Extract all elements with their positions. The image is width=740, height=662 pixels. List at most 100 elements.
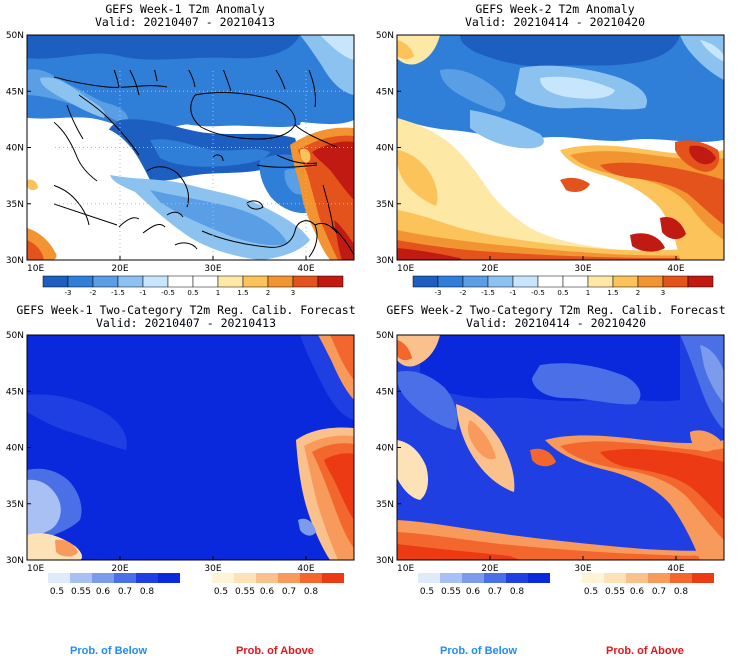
anomaly-colorbar-2-swatch [412,275,439,288]
map-4-title: GEFS Week-2 Two-Category T2m Reg. Calib.… [378,304,734,330]
anomaly-colorbar-1-swatch [267,275,294,288]
anomaly-colorbar-1-label: -2 [90,289,97,297]
coastline [54,203,118,226]
above-colorbar-map4-label: 0.5 [584,587,598,597]
anomaly-colorbar-2-label: 3 [661,289,665,297]
map-3-title-text: GEFS Week-1 Two-Category T2m Reg. Calib.… [16,303,356,317]
lat-tick-label: 30N [376,556,394,566]
map-2-title-text: GEFS Week-2 T2m Anomaly [475,2,635,16]
above-colorbar-map3-swatch [278,573,300,583]
lat-tick-label: 30N [6,256,24,266]
anomaly-colorbar-1-swatch [192,275,219,288]
anomaly-colorbar-1-label: 3 [291,289,295,297]
lon-tick-label: 40E [667,564,684,574]
coastline [154,70,158,82]
anomaly-colorbar-1-label: -1.5 [111,289,125,297]
anomaly-colorbar-2-label: -1 [510,289,517,297]
coastline [54,76,168,88]
coastline [314,222,338,234]
below-colorbar-map4-swatch [528,573,550,583]
coastline [201,230,296,248]
anomaly-colorbar-1-swatch [142,275,169,288]
anomaly-colorbar-2-swatch [437,275,464,288]
above-colorbar-map4-label: 0.8 [674,587,689,597]
below-colorbar-map3-label: 0.5 [50,587,64,597]
anomaly-colorbar-1-swatch [167,275,194,288]
anomaly-colorbar-1-swatch [317,275,344,288]
lon-tick-label: 30E [204,564,221,574]
prob-above-label-map3: Prob. of Above [236,645,314,657]
lon-tick-label: 30E [574,264,591,274]
lat-tick-label: 40N [376,444,394,454]
coastline [78,94,140,156]
anomaly-colorbar-2-label: -3 [435,289,442,297]
above-colorbar-map3-label: 0.8 [304,587,319,597]
lat-tick-label: 35N [376,200,394,210]
lon-tick-label: 30E [204,264,221,274]
lon-tick-label: 10E [397,564,414,574]
below-colorbar-map4-label: 0.7 [488,587,502,597]
prob-above-label-map4: Prob. of Above [606,645,684,657]
above-colorbar-map3-swatch [212,573,234,583]
below-colorbar-map4-swatch [484,573,506,583]
below-colorbar-map4-swatch [440,573,462,583]
lon-tick-label: 30E [574,564,591,574]
lon-tick-label: 10E [397,264,414,274]
map-2-valid-text: Valid: 20210414 - 20210420 [464,15,645,29]
map-2 [397,35,724,260]
above-colorbar-map4-swatch [582,573,604,583]
anomaly-colorbar-2-swatch [662,275,689,288]
anomaly-colorbar-1-swatch [67,275,94,288]
anomaly-colorbar-1-label: -0.5 [161,289,175,297]
lon-tick-label: 40E [297,564,314,574]
above-colorbar-map3-label: 0.7 [282,587,296,597]
anomaly-colorbar-1-swatch [242,275,269,288]
above-colorbar-map4-swatch [604,573,626,583]
map-3-probability-fields [27,335,354,560]
coastline [146,166,190,208]
lat-tick-label: 35N [376,500,394,510]
lat-tick-label: 40N [6,444,24,454]
coastline [322,184,334,228]
anomaly-colorbar-2-label: 2 [636,289,640,297]
below-colorbar-map3-label: 0.6 [96,587,111,597]
lat-tick-label: 30N [6,556,24,566]
coastline [308,70,316,108]
anomaly-colorbar-2-label: -1.5 [481,289,495,297]
above-colorbar-map3-swatch [322,573,344,583]
below-colorbar-map4-swatch [418,573,440,583]
lon-tick-label: 20E [111,264,128,274]
coastline [190,92,296,140]
lat-tick-label: 40N [376,144,394,154]
lat-tick-label: 45N [6,387,24,397]
anomaly-colorbar-2-swatch [612,275,639,288]
anomaly-colorbar-1-swatch [42,275,69,288]
lat-tick-label: 50N [376,331,394,341]
coastline [276,154,318,164]
below-colorbar-map4-label: 0.5 [420,587,434,597]
coastline [166,211,184,218]
coastline [188,70,196,88]
lat-tick-label: 35N [6,500,24,510]
anomaly-colorbar-2-label: -2 [460,289,467,297]
map-1-anomaly-fields [27,35,354,260]
coastline [246,200,264,210]
lon-tick-label: 20E [481,564,498,574]
map-3-title: GEFS Week-1 Two-Category T2m Reg. Calib.… [10,304,362,330]
coastline [54,121,98,182]
coastline [212,154,224,162]
map-3-valid-text: Valid: 20210407 - 20210413 [95,316,276,330]
map-1-valid-text: Valid: 20210407 - 20210413 [94,15,275,29]
anomaly-colorbar-2-swatch [637,275,664,288]
below-colorbar-map4-label: 0.8 [510,587,525,597]
anomaly-colorbar-2-swatch [512,275,539,288]
below-colorbar-map4-swatch [506,573,528,583]
lon-tick-label: 20E [111,564,128,574]
lon-tick-label: 10E [27,564,44,574]
below-colorbar-map3-swatch [48,573,70,583]
above-colorbar-map3-swatch [234,573,256,583]
prob-below-label-map4: Prob. of Below [440,645,517,657]
below-colorbar-map4-label: 0.55 [441,587,461,597]
lat-tick-label: 50N [376,31,394,41]
